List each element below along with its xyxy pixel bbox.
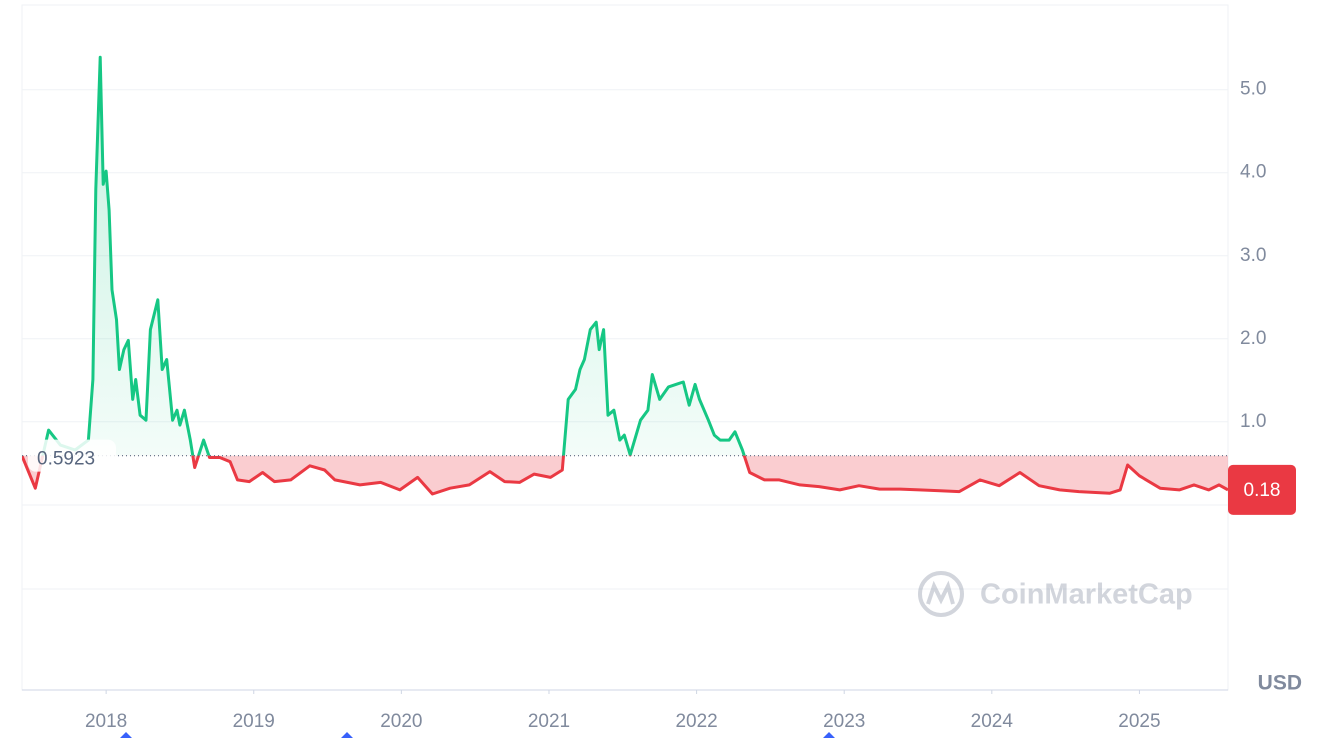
- x-tick-label: 2023: [823, 711, 865, 732]
- price-line-down: [22, 455, 1228, 496]
- current-price-bg: [1228, 464, 1296, 515]
- reference-label: 0.5923: [37, 449, 95, 470]
- x-tick-label: 2018: [85, 711, 127, 732]
- current-price-label: 0.18: [1244, 480, 1281, 501]
- y-tick-label: 1.0: [1240, 411, 1266, 432]
- y-tick-label: 2.0: [1240, 328, 1266, 349]
- watermark-logo: [918, 571, 964, 617]
- watermark-logo-mark: [926, 580, 955, 605]
- y-tick-label: 4.0: [1240, 162, 1266, 183]
- x-tick-label: 2022: [675, 711, 717, 732]
- y-tick-label: 5.0: [1240, 79, 1266, 100]
- currency-label: USD: [1258, 672, 1302, 695]
- x-tick-label: 2019: [233, 711, 275, 732]
- area-above: [42, 57, 745, 456]
- price-line-up: [22, 55, 746, 456]
- x-tick-label: 2024: [971, 711, 1014, 732]
- reference-label-bg: [28, 439, 116, 472]
- layers: 1.0 2.0 3.0 4.0 5.0 2018 2019 2020 2021 2022 2023 2…: [22, 55, 1296, 732]
- event-marker: [120, 732, 835, 738]
- watermark: CoinMarketCap: [918, 571, 1193, 617]
- x-tick-label: 2025: [1118, 711, 1160, 732]
- x-tick-label: 2021: [528, 711, 570, 732]
- x-tick-label: 2020: [380, 711, 422, 732]
- area-below: [22, 455, 1228, 494]
- watermark-text: CoinMarketCap: [980, 579, 1193, 611]
- y-tick-label: 3.0: [1240, 245, 1266, 266]
